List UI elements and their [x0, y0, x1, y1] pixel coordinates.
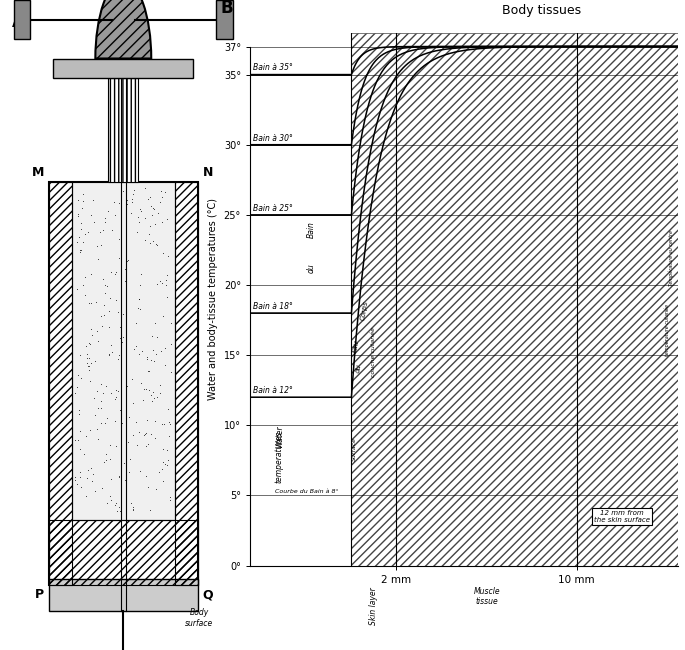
Text: Bain à 30°: Bain à 30°: [253, 134, 292, 142]
Text: Skin layer: Skin layer: [369, 587, 378, 625]
Text: du: du: [306, 263, 315, 273]
Text: N: N: [203, 166, 213, 179]
Text: Eau: Eau: [352, 339, 360, 354]
Text: Bain à 12°: Bain à 12°: [253, 386, 292, 395]
Polygon shape: [250, 32, 351, 566]
Polygon shape: [351, 32, 678, 566]
Text: Bain: Bain: [306, 221, 315, 238]
Text: Water: Water: [275, 426, 284, 448]
Text: P: P: [35, 588, 44, 601]
Text: B: B: [221, 0, 233, 16]
FancyBboxPatch shape: [14, 0, 30, 39]
FancyBboxPatch shape: [49, 578, 198, 611]
FancyBboxPatch shape: [49, 182, 198, 585]
Text: Bain à 25°: Bain à 25°: [253, 203, 292, 213]
Text: Température au centre: Température au centre: [669, 230, 674, 286]
FancyBboxPatch shape: [216, 0, 233, 39]
Text: Courbe du Bain à 8°: Courbe du Bain à 8°: [275, 489, 338, 493]
Text: Bain à 35°: Bain à 35°: [253, 64, 292, 73]
Text: temperatures: temperatures: [275, 431, 284, 484]
Text: Bain à 18°: Bain à 18°: [253, 302, 292, 311]
FancyBboxPatch shape: [53, 58, 193, 78]
Text: Q: Q: [203, 588, 213, 601]
Text: température cutanée: température cutanée: [664, 304, 670, 356]
Text: M: M: [32, 166, 44, 179]
Text: 12 mm from
the skin surface: 12 mm from the skin surface: [594, 510, 650, 523]
Text: du: du: [354, 363, 362, 373]
Y-axis label: Water and body-tissue temperatures (°C): Water and body-tissue temperatures (°C): [208, 198, 219, 400]
FancyBboxPatch shape: [72, 182, 175, 520]
Wedge shape: [95, 0, 151, 58]
Text: A: A: [12, 13, 25, 31]
Text: Muscle
tissue: Muscle tissue: [473, 587, 500, 606]
Text: Body tissues: Body tissues: [501, 3, 581, 16]
Polygon shape: [108, 78, 138, 182]
Text: Body
surface: Body surface: [185, 608, 214, 627]
Text: Surface: Surface: [352, 437, 358, 462]
Text: couche cutanée: couche cutanée: [371, 327, 377, 377]
Text: Corps: Corps: [360, 300, 369, 321]
